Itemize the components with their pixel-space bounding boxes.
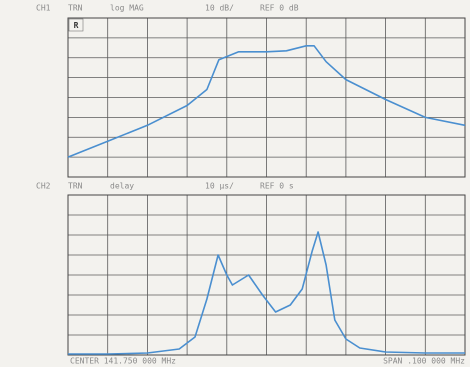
trace [67, 44, 466, 158]
header-channel: CH2 [36, 182, 51, 191]
plot-frame [67, 17, 466, 178]
center-frequency: CENTER 141.750 000 MHz [70, 357, 176, 366]
header-reference: REF 0 s [260, 182, 294, 191]
trace [68, 231, 465, 355]
span-frequency: SPAN .100 000 MHz [383, 357, 465, 366]
reference-marker-box [68, 18, 84, 32]
header-format: log MAG [110, 4, 144, 13]
plot-frame [67, 194, 466, 356]
header-reference: REF 0 dB [260, 4, 299, 13]
header-mode: TRN [68, 182, 83, 191]
header-mode: TRN [68, 4, 83, 13]
header-scale: 10 dB/ [205, 4, 234, 13]
header-channel: CH1 [36, 4, 51, 13]
header-scale: 10 µs/ [205, 182, 234, 191]
reference-marker: R [74, 21, 79, 30]
header-format: delay [110, 182, 134, 191]
